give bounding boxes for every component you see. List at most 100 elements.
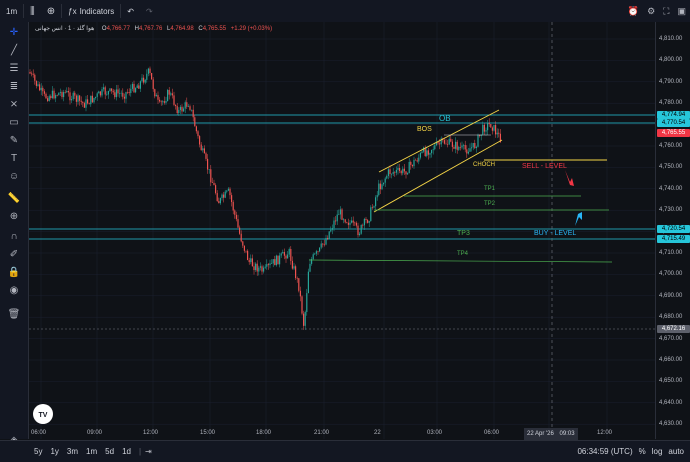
log-toggle[interactable]: log <box>651 447 663 456</box>
price-axis-label: 4,790.00 <box>659 78 683 85</box>
toolbar-right: ⏰ ⚙ ⛶ ▣ <box>628 0 686 22</box>
range-button-5d[interactable]: 5d <box>105 447 115 456</box>
price-axis-label: 4,650.00 <box>659 378 683 385</box>
goto-date-icon[interactable]: ⇥ <box>145 447 152 456</box>
candle-body <box>320 243 322 248</box>
magnet-icon[interactable]: ∩ <box>10 231 18 242</box>
candle-body <box>336 214 338 222</box>
high-label: H <box>134 26 139 32</box>
settings-icon[interactable]: ⚙ <box>647 5 656 16</box>
range-button-1d[interactable]: 1d <box>122 447 131 456</box>
candle-body <box>218 201 220 204</box>
price-tag: 4,765.55 <box>657 129 690 137</box>
undo-button[interactable]: ↶ <box>121 0 140 22</box>
measure-icon[interactable]: 📏 <box>7 193 21 204</box>
price-axis-label: 4,700.00 <box>659 271 683 278</box>
clock[interactable]: 06:34:59 (UTC) <box>577 447 633 456</box>
cursor-time-tag: 22 Apr '26 09:03 <box>524 428 578 440</box>
range-button-3m[interactable]: 3m <box>66 447 79 456</box>
candle-body <box>368 221 370 223</box>
candle-body <box>72 92 74 100</box>
candle-body <box>183 108 185 112</box>
price-axis[interactable]: 4,810.004,800.004,790.004,780.004,770.00… <box>655 22 690 439</box>
candle-body <box>208 169 210 170</box>
horizontal-lines-icon[interactable]: ☰ <box>9 63 19 74</box>
open-value: 4,766.77 <box>106 26 130 32</box>
price-axis-label: 4,740.00 <box>659 185 683 192</box>
candle-body <box>143 77 145 83</box>
range-button-1m[interactable]: 1m <box>86 447 98 456</box>
candle-body <box>107 91 109 95</box>
eye-icon[interactable]: ◉ <box>9 285 19 296</box>
candle-body <box>111 88 113 91</box>
camera-icon[interactable]: ▣ <box>677 5 686 16</box>
bos-label: BOS <box>417 126 432 133</box>
candle-body <box>413 159 415 167</box>
candle-body <box>66 91 68 93</box>
chart-pane[interactable]: TV هوا گلد · 1 · انس جهانی O4,766.77 H4,… <box>29 22 655 439</box>
percent-toggle[interactable]: % <box>638 447 646 456</box>
candle-body <box>467 151 469 154</box>
auto-toggle[interactable]: auto <box>668 447 684 456</box>
candle-body <box>381 184 383 190</box>
interval-button[interactable]: 1m <box>0 0 23 22</box>
symbol-legend[interactable]: هوا گلد · 1 · انس جهانی O4,766.77 H4,767… <box>35 25 272 32</box>
candle-body <box>215 185 217 194</box>
trash-icon[interactable]: 🗑 <box>7 309 21 320</box>
crosshair-icon[interactable]: ✛ <box>9 27 19 38</box>
trendline-icon[interactable]: ╱ <box>10 45 18 56</box>
price-tag: 4,774.94 <box>657 111 690 119</box>
candle-body <box>203 148 205 154</box>
zoom-icon[interactable]: ⊕ <box>9 211 19 222</box>
candle-body <box>95 96 97 98</box>
pattern-icon[interactable]: ⨯ <box>9 99 19 110</box>
redo-button[interactable]: ↷ <box>140 0 159 22</box>
emoji-icon[interactable]: ☺ <box>8 171 20 182</box>
time-axis[interactable]: 06:00 09:00 12:00 15:00 18:00 21:00 22 03:00 06:… <box>29 428 655 440</box>
bottom-toolbar: 5y 1y 3m 1m 5d 1d | ⇥ 06:34:59 (UTC) % log au… <box>0 440 690 462</box>
buy-arrow-icon <box>574 212 582 226</box>
candle-body <box>395 169 397 173</box>
chart-type-button[interactable]: ⫼ <box>24 0 41 22</box>
candle-body <box>191 109 193 111</box>
candle-body <box>151 73 153 80</box>
candle-body <box>271 263 273 264</box>
candle-body <box>37 84 39 86</box>
candle-body <box>98 91 100 94</box>
candle-body <box>427 150 429 155</box>
ruler-icon[interactable]: ▭ <box>9 117 19 128</box>
text-icon[interactable]: T <box>10 153 18 164</box>
candle-body <box>127 92 129 93</box>
range-button-5y[interactable]: 5y <box>34 447 43 456</box>
brush-icon[interactable]: ✎ <box>9 135 19 146</box>
candle-body <box>448 138 450 145</box>
price-axis-label: 4,690.00 <box>659 292 683 299</box>
candle-body <box>391 173 393 175</box>
range-button-1y[interactable]: 1y <box>50 447 59 456</box>
candle-body <box>178 109 180 114</box>
candle-body <box>144 79 146 83</box>
candle-body <box>387 169 389 176</box>
candle-body <box>93 97 95 103</box>
alarm-icon[interactable]: ⏰ <box>627 5 640 16</box>
candle-body <box>293 266 295 269</box>
candle-body <box>338 214 340 216</box>
range-buttons: 5y 1y 3m 1m 5d 1d <box>30 447 135 456</box>
price-chart[interactable]: TV <box>29 22 655 439</box>
pencil-lock-icon[interactable]: ✐ <box>9 249 19 260</box>
candle-body <box>232 202 234 211</box>
candle-body <box>418 157 420 162</box>
lock-icon[interactable]: 🔒 <box>7 267 21 278</box>
candle-body <box>184 102 186 109</box>
candle-body <box>235 214 237 220</box>
candle-body <box>277 255 279 265</box>
fullscreen-icon[interactable]: ⛶ <box>663 5 670 16</box>
compare-button[interactable]: ⊕ <box>41 0 61 22</box>
candle-body <box>210 169 212 183</box>
candle-body <box>47 98 49 101</box>
fib-icon[interactable]: ≣ <box>9 81 19 92</box>
time-axis-label: 21:00 <box>314 430 330 436</box>
indicators-button[interactable]: ƒx Indicators <box>62 0 120 22</box>
candle-body <box>440 138 442 145</box>
candle-body <box>266 264 268 267</box>
